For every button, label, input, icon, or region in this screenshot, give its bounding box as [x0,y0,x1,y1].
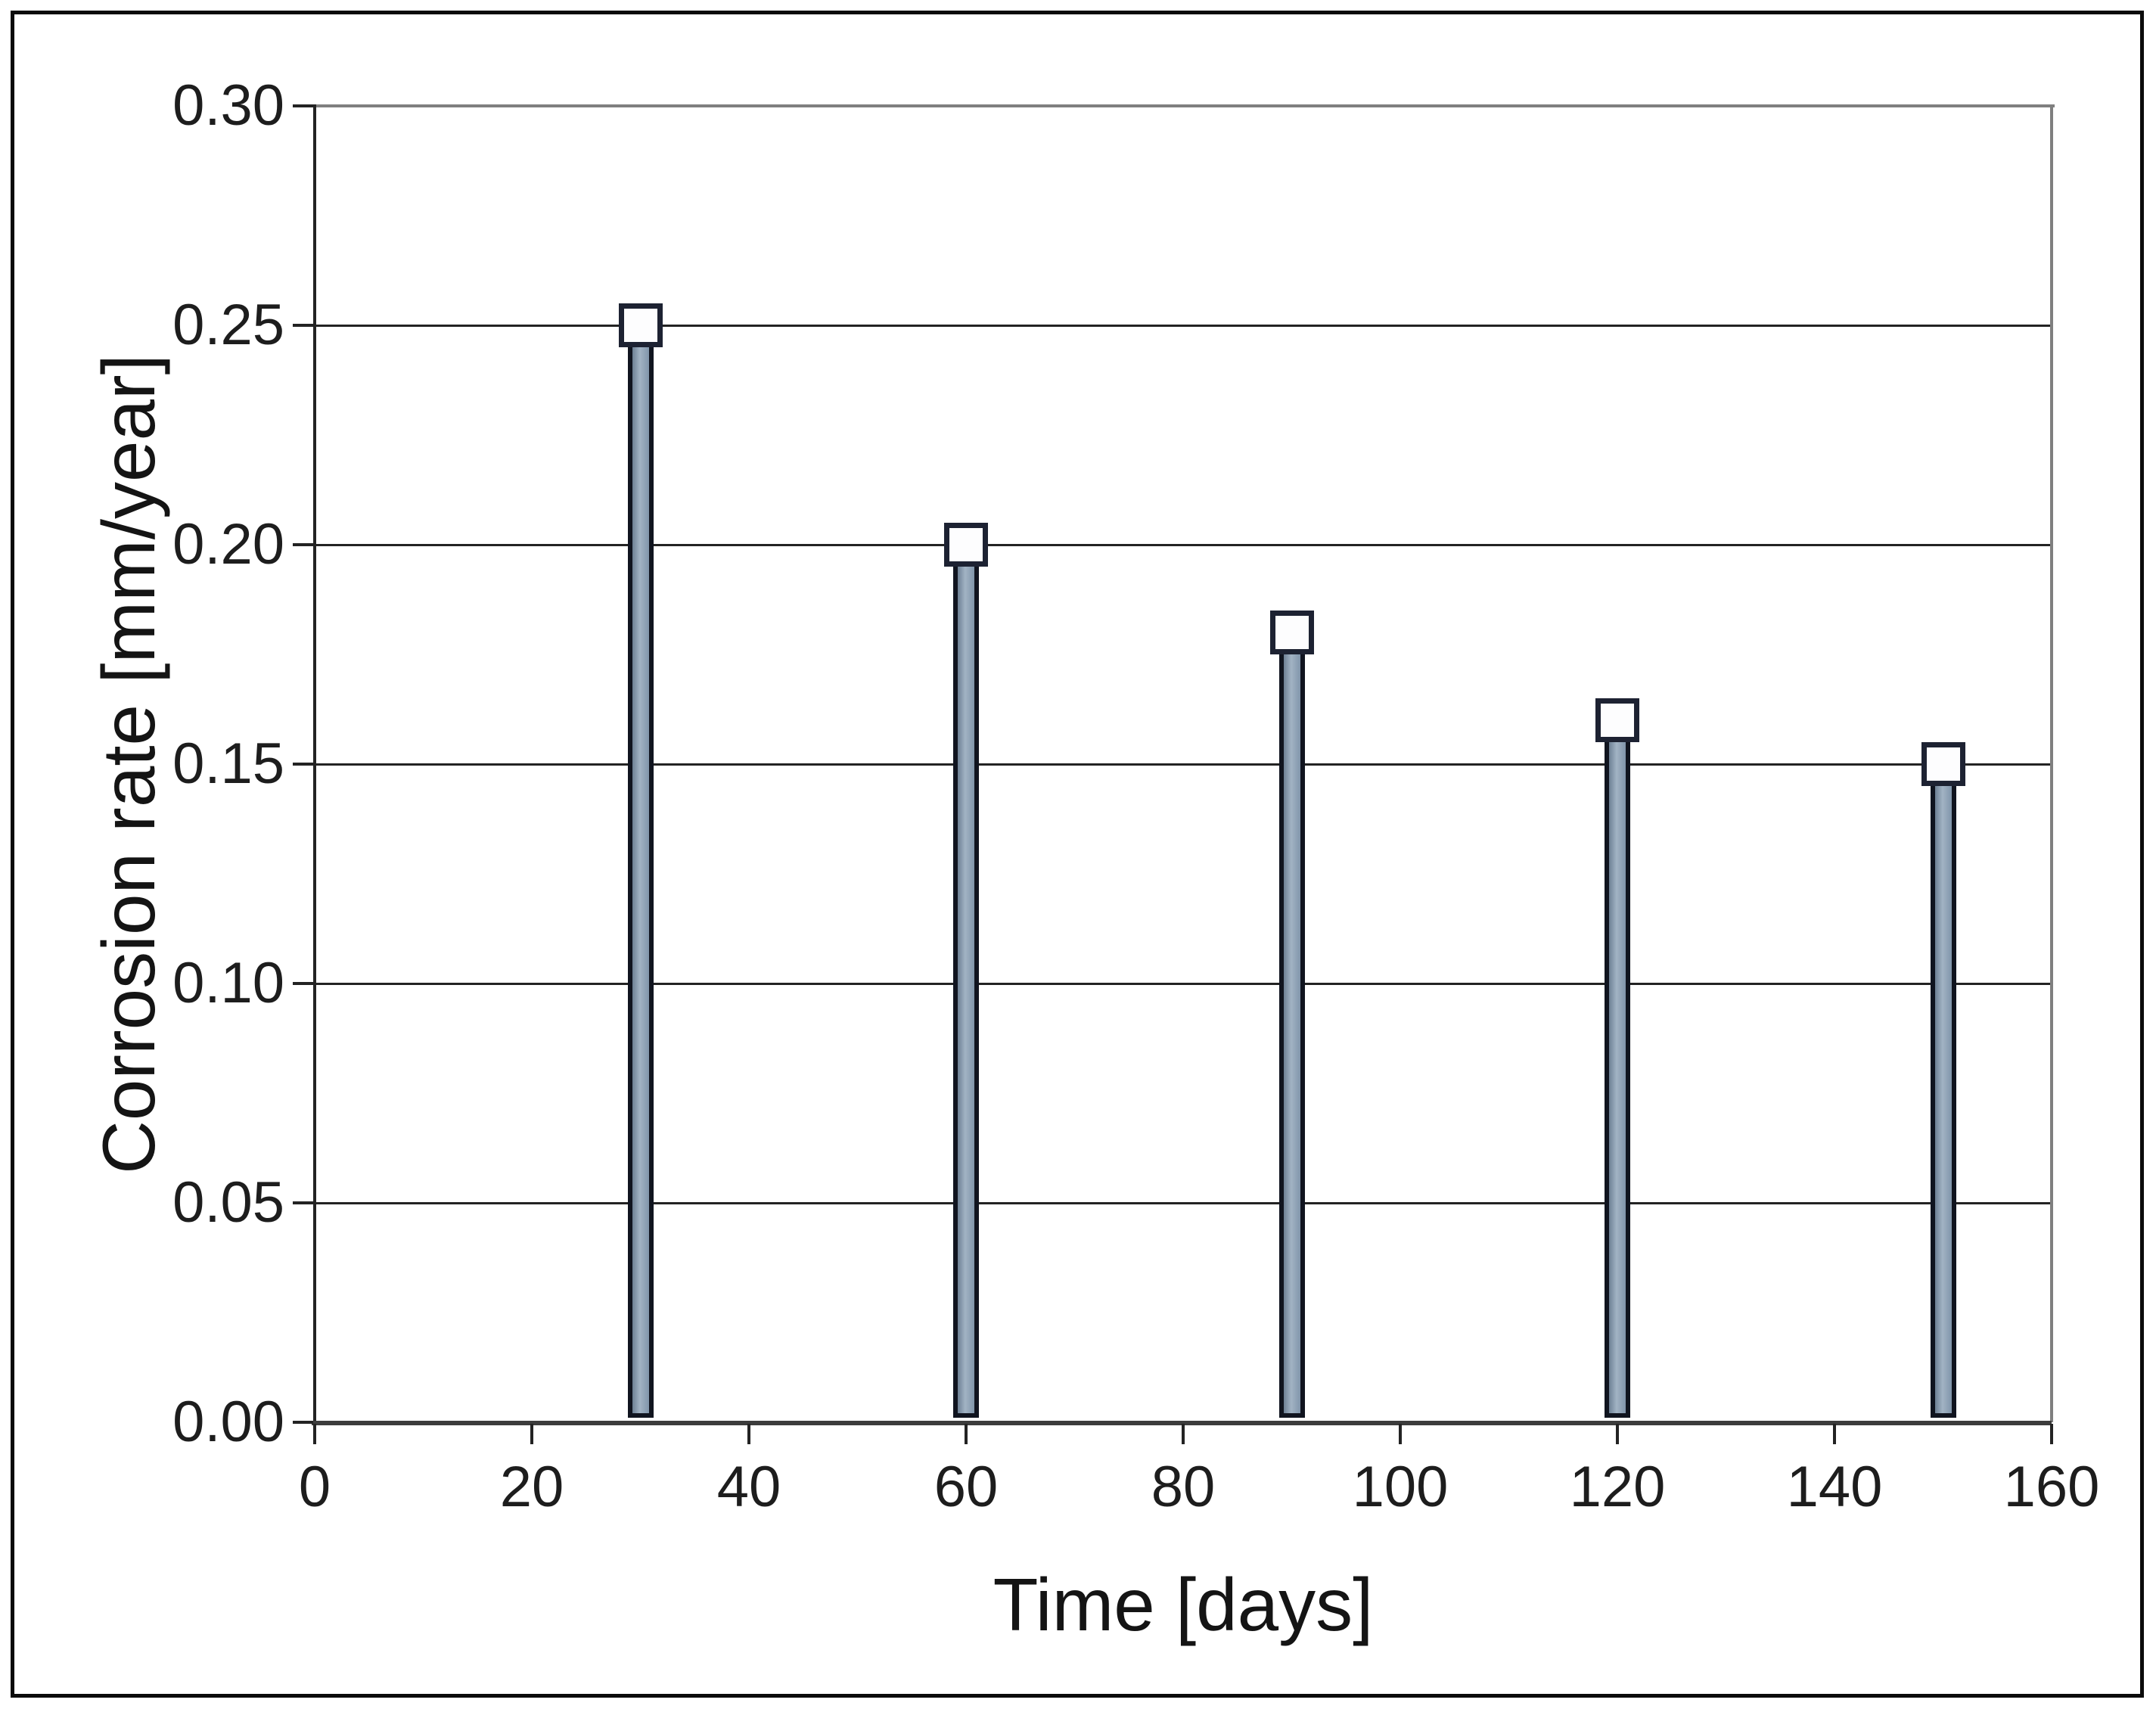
x-axis-tick [313,1424,316,1444]
y-axis-tick [293,1421,313,1424]
y-gridline [315,983,2052,985]
x-axis-tick [2050,1424,2053,1444]
y-tick-label: 0.00 [172,1390,284,1454]
y-gridline [315,544,2052,546]
x-tick-label: 60 [934,1455,999,1519]
x-tick-label: 0 [298,1455,331,1519]
x-tick-label: 140 [1786,1455,1883,1519]
x-axis-title: Time [days] [993,1563,1374,1646]
y-tick-label: 0.25 [172,293,284,357]
data-point-marker [618,303,663,347]
y-axis-tick [293,543,313,546]
y-axis-tick [293,763,313,766]
data-bar [953,545,979,1418]
x-axis-tick [747,1424,750,1444]
plot-border-right [2050,104,2053,1422]
y-tick-label: 0.10 [172,951,284,1015]
y-axis [313,104,316,1425]
x-axis-tick [530,1424,533,1444]
x-tick-label: 80 [1151,1455,1216,1519]
x-tick-label: 160 [2003,1455,2100,1519]
y-tick-label: 0.20 [172,512,284,576]
y-tick-label: 0.30 [172,73,284,138]
y-tick-label: 0.05 [172,1170,284,1235]
y-gridline [315,763,2052,766]
x-axis-tick [1833,1424,1836,1444]
x-axis-tick [965,1424,968,1444]
plot-border-top [315,104,2055,107]
y-gridline [315,1202,2052,1204]
y-axis-title: Corrosion rate [mm/year] [87,354,170,1174]
data-bar [1278,632,1305,1418]
y-gridline [315,325,2052,327]
y-axis-tick [293,104,313,107]
data-point-marker [1921,742,1965,786]
y-axis-tick [293,1201,313,1204]
x-tick-label: 100 [1352,1455,1449,1519]
chart-outer-frame [11,11,2144,1698]
data-point-marker [1595,698,1639,742]
y-axis-tick [293,324,313,327]
x-axis-tick [1182,1424,1185,1444]
data-point-marker [944,523,988,567]
x-tick-label: 120 [1569,1455,1666,1519]
data-bar [1930,764,1956,1418]
y-axis-tick [293,982,313,985]
data-point-marker [1269,611,1314,654]
x-axis-tick [1399,1424,1402,1444]
x-tick-label: 40 [716,1455,781,1519]
y-tick-label: 0.15 [172,732,284,796]
x-axis [312,1421,2052,1425]
x-axis-tick [1616,1424,1619,1444]
data-bar [627,325,654,1418]
data-bar [1605,720,1630,1418]
x-tick-label: 20 [499,1455,564,1519]
